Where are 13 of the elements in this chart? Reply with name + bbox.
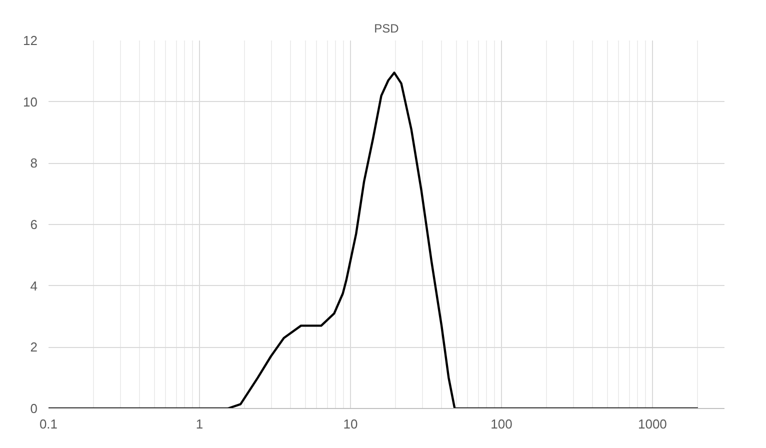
y-tick-label: 8 [30,156,38,171]
x-tick-label: 1 [196,416,204,432]
x-tick-label: 0.1 [39,416,58,432]
y-tick-label: 2 [30,340,38,355]
x-tick-label: 100 [490,416,512,432]
y-tick-label: 4 [30,278,38,294]
y-tick-label: 10 [23,94,38,110]
y-tick-label: 0 [30,401,38,416]
y-tick-label: 6 [30,217,38,232]
x-tick-label: 10 [343,416,358,432]
x-tick-label: 1000 [638,416,667,432]
chart-title: PSD [374,22,400,36]
y-tick-label: 12 [23,33,38,48]
